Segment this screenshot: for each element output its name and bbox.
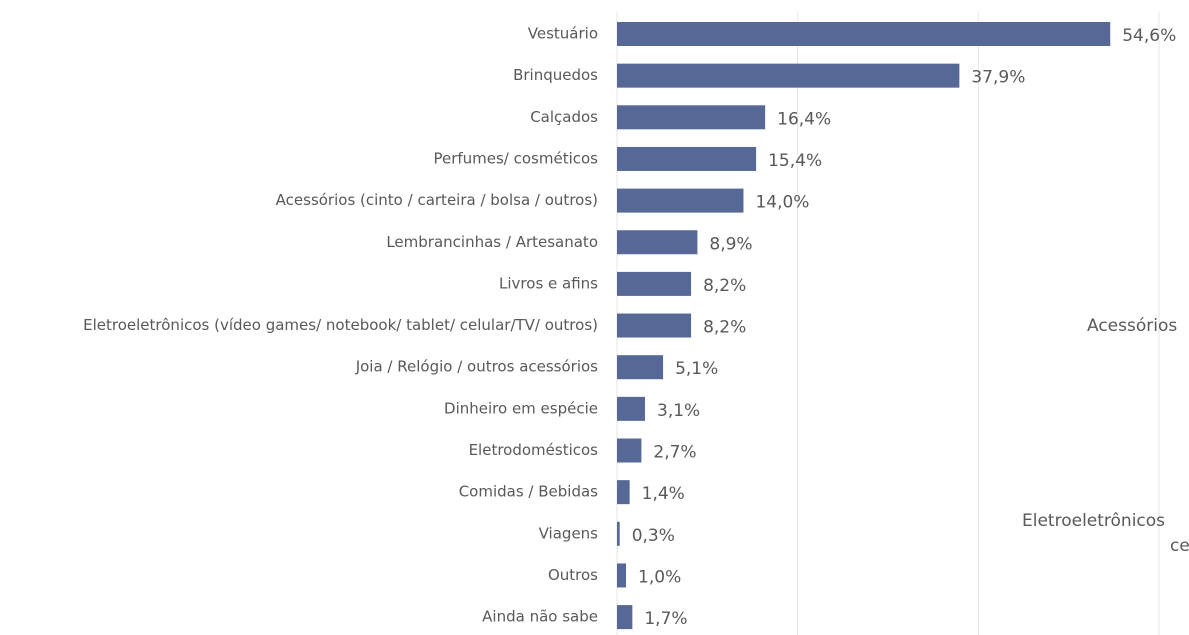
value-label: 3,1% (657, 401, 700, 421)
category-label: Lembrancinhas / Artesanato (386, 233, 598, 251)
value-label: 0,3% (632, 526, 675, 546)
category-label: Calçados (530, 108, 598, 126)
category-label: Ainda não sabe (482, 608, 598, 626)
category-label: Livros e afins (499, 274, 598, 292)
category-label: Viagens (539, 524, 599, 542)
bar (617, 480, 630, 505)
value-label: 8,9% (709, 234, 752, 254)
bar (617, 313, 692, 338)
bar (617, 271, 692, 296)
value-label: 15,4% (768, 151, 822, 171)
value-label: 1,4% (642, 484, 685, 504)
bar (617, 396, 646, 421)
category-label: Vestuário (528, 25, 598, 43)
category-label: Dinheiro em espécie (444, 399, 598, 417)
bar (617, 188, 744, 213)
bar (617, 355, 664, 380)
bar (617, 63, 960, 88)
value-label: 37,9% (971, 68, 1025, 88)
category-label: Joia / Relógio / outros acessórios (355, 358, 598, 376)
value-label: 8,2% (703, 318, 746, 338)
clipped-annotation: Acessórios (1087, 316, 1177, 336)
value-label: 16,4% (777, 109, 831, 129)
category-label: Eletrodomésticos (469, 441, 599, 459)
bar (617, 22, 1111, 46)
value-label: 54,6% (1122, 26, 1176, 46)
bar (617, 146, 757, 171)
bar (617, 563, 627, 588)
value-label: 1,0% (638, 567, 681, 587)
category-label: Perfumes/ cosméticos (433, 149, 598, 167)
value-label: 14,0% (755, 193, 809, 213)
category-label: Acessórios (cinto / carteira / bolsa / o… (276, 191, 598, 209)
value-label: 1,7% (644, 609, 687, 629)
value-label: 8,2% (703, 276, 746, 296)
category-label: Outros (548, 566, 598, 584)
bar (617, 230, 698, 255)
bar (617, 605, 633, 630)
category-label: Comidas / Bebidas (459, 483, 598, 501)
bar (617, 105, 766, 130)
clipped-annotation: Eletroeletrônicos (1022, 511, 1165, 531)
bar (617, 438, 642, 463)
bar (617, 521, 620, 546)
category-label: Eletroeletrônicos (vídeo games/ notebook… (83, 316, 598, 334)
value-label: 5,1% (675, 359, 718, 379)
clipped-annotation: ce (1170, 536, 1189, 556)
category-label: Brinquedos (513, 66, 598, 84)
value-label: 2,7% (653, 443, 696, 463)
